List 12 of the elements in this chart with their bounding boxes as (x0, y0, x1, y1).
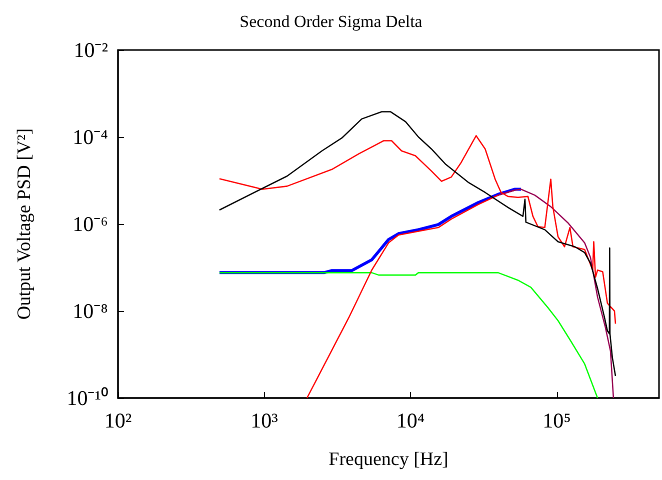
y-tick-label: 10⁻⁴ (72, 125, 108, 149)
y-tick-label: 10⁻⁸ (72, 299, 108, 323)
x-tick-label: 10³ (250, 408, 278, 432)
x-axis-title: Frequency [Hz] (328, 449, 448, 470)
x-tick-label: 10⁵ (542, 408, 571, 432)
y-tick-label: 10⁻¹⁰ (66, 386, 108, 410)
y-tick-label: 10⁻⁶ (72, 212, 108, 236)
chart-title: Second Order Sigma Delta (240, 12, 423, 31)
y-tick-label: 10⁻² (74, 38, 108, 62)
x-tick-label: 10⁴ (396, 408, 425, 432)
y-axis-title: Output Voltage PSD [V²] (14, 128, 35, 320)
x-tick-label: 10² (104, 408, 132, 432)
